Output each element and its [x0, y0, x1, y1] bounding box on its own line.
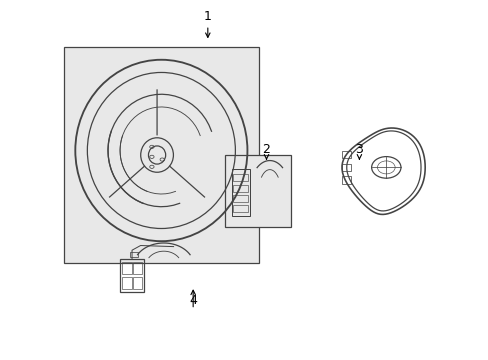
Text: 2: 2 — [262, 143, 270, 156]
Bar — [122, 262, 131, 274]
Bar — [63, 47, 259, 263]
Bar — [122, 277, 131, 289]
Bar — [342, 164, 350, 171]
Text: 4: 4 — [189, 294, 197, 307]
Bar — [231, 169, 249, 216]
Bar — [342, 151, 350, 158]
Bar — [120, 259, 144, 292]
Bar — [224, 155, 290, 227]
Bar — [233, 185, 248, 192]
Bar — [233, 174, 248, 181]
Bar — [342, 176, 350, 184]
Text: 1: 1 — [203, 10, 211, 23]
Text: 3: 3 — [355, 143, 363, 156]
Bar — [133, 277, 142, 289]
Bar — [133, 262, 142, 274]
Bar — [129, 252, 138, 257]
Bar — [233, 195, 248, 202]
Bar — [233, 205, 248, 212]
